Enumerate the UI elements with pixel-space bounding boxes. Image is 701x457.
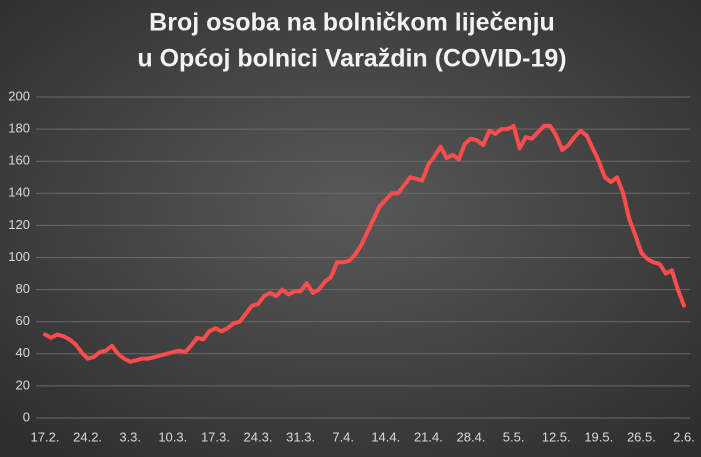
x-tick-label: 12.5. [542,429,571,444]
y-tick-label: 100 [8,249,30,264]
y-tick-label: 80 [16,281,30,296]
x-tick-label: 17.3. [201,429,230,444]
data-line [43,123,686,364]
x-tick-label: 24.2. [73,429,102,444]
y-tick-label: 20 [16,377,30,392]
y-tick-label: 40 [16,345,30,360]
y-tick-label: 120 [8,217,30,232]
y-tick-label: 180 [8,121,30,136]
x-tick-label: 17.2. [31,429,60,444]
y-tick-label: 140 [8,185,30,200]
y-tick-label: 200 [8,88,30,103]
x-tick-label: 7.4. [332,429,354,444]
x-tick-label: 14.4. [371,429,400,444]
y-tick-label: 160 [8,153,30,168]
x-tick-label: 2.6. [673,429,695,444]
x-tick-label: 31.3. [286,429,315,444]
x-tick-label: 26.5. [627,429,656,444]
y-tick-label: 0 [23,409,30,424]
x-tick-label: 21.4. [414,429,443,444]
x-tick-label: 24.3. [244,429,273,444]
x-tick-label: 5.5. [503,429,525,444]
x-tick-label: 28.4. [457,429,486,444]
chart-title: Broj osoba na bolničkom liječenju [149,9,555,37]
chart-title: u Općoj bolnici Varaždin (COVID-19) [137,45,566,73]
x-tick-label: 10.3. [158,429,187,444]
x-tick-label: 19.5. [584,429,613,444]
x-tick-label: 3.3. [119,429,141,444]
y-tick-label: 60 [16,313,30,328]
